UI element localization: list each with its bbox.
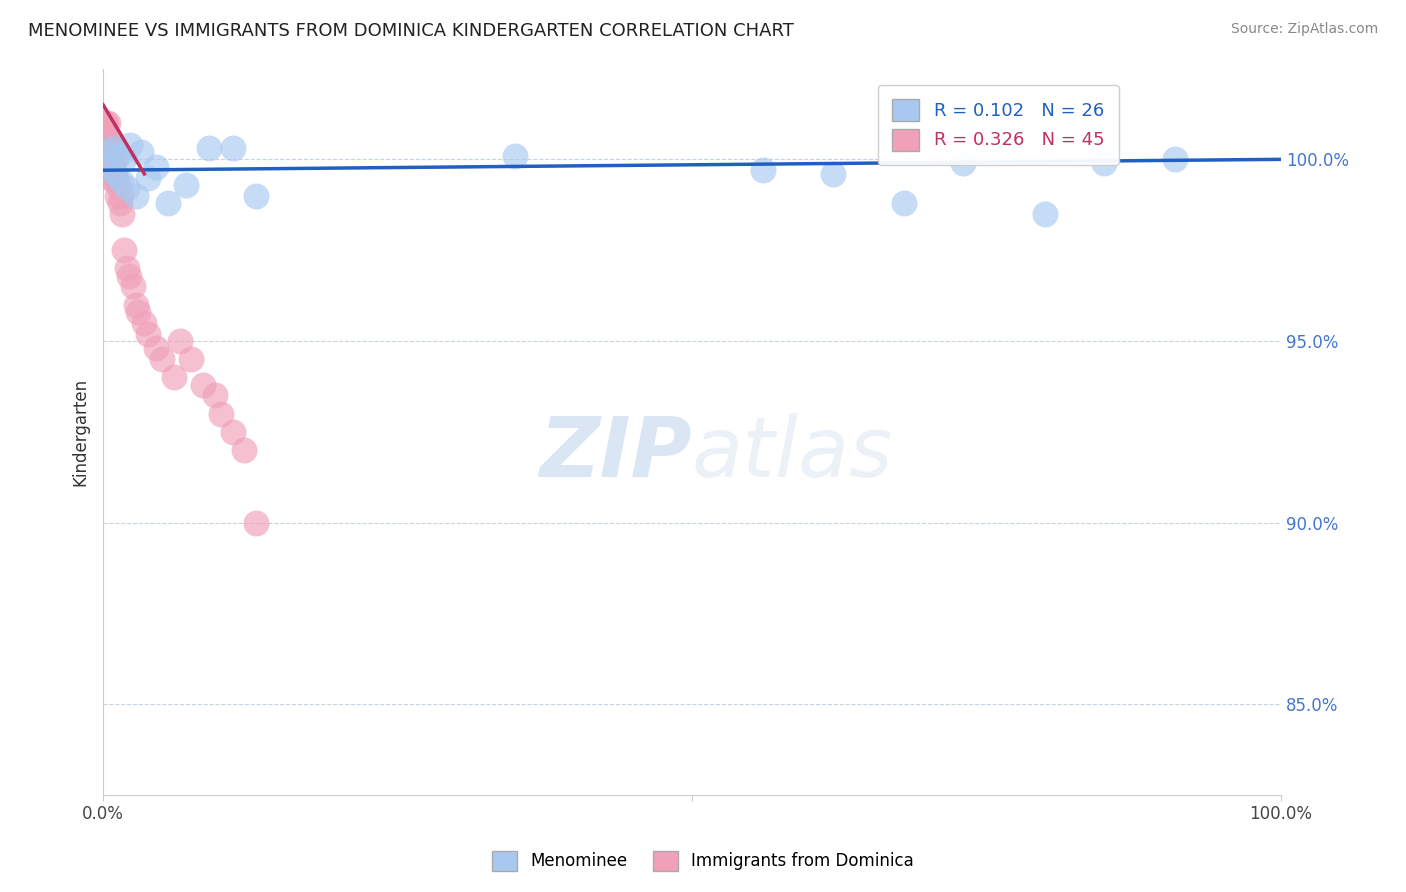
Point xyxy=(100,134,122,148)
Text: MENOMINEE VS IMMIGRANTS FROM DOMINICA KINDERGARTEN CORRELATION CHART: MENOMINEE VS IMMIGRANTS FROM DOMINICA KI… xyxy=(28,22,794,40)
Point xyxy=(98,141,121,155)
Point xyxy=(103,167,125,181)
Point xyxy=(96,134,118,148)
Point xyxy=(101,141,124,155)
Point xyxy=(112,153,135,167)
Text: ZIP: ZIP xyxy=(540,413,692,494)
Point xyxy=(180,352,202,367)
Point xyxy=(94,116,117,130)
Point xyxy=(150,352,173,367)
Point xyxy=(163,370,186,384)
Point xyxy=(104,153,127,167)
Point xyxy=(96,160,118,174)
Point xyxy=(245,188,267,202)
Point xyxy=(134,316,156,330)
Point xyxy=(94,123,117,137)
Point xyxy=(100,153,122,167)
Point xyxy=(245,516,267,530)
Point xyxy=(233,442,256,457)
Point xyxy=(96,145,118,159)
Point xyxy=(221,141,243,155)
Text: atlas: atlas xyxy=(692,413,894,494)
Point xyxy=(118,268,141,283)
Point xyxy=(105,188,128,202)
Point xyxy=(107,178,129,192)
Point xyxy=(952,156,974,170)
Point xyxy=(169,334,191,348)
Point xyxy=(97,116,120,130)
Point xyxy=(103,141,125,155)
Y-axis label: Kindergarten: Kindergarten xyxy=(72,377,89,486)
Point xyxy=(127,305,149,319)
Point xyxy=(104,167,127,181)
Point xyxy=(121,279,143,293)
Point xyxy=(101,160,124,174)
Point xyxy=(112,243,135,257)
Point xyxy=(145,160,167,174)
Point xyxy=(1035,207,1057,221)
Point xyxy=(1092,156,1115,170)
Point xyxy=(115,261,138,276)
Point xyxy=(110,174,132,188)
Point xyxy=(136,326,159,341)
Point xyxy=(156,196,179,211)
Point xyxy=(108,196,131,211)
Point xyxy=(893,196,915,211)
Point xyxy=(107,149,129,163)
Point xyxy=(98,160,121,174)
Point xyxy=(221,425,243,439)
Point xyxy=(204,388,226,402)
Point xyxy=(125,298,148,312)
Point xyxy=(193,377,215,392)
Point xyxy=(101,170,124,185)
Point xyxy=(94,145,117,159)
Point xyxy=(823,167,845,181)
Point xyxy=(93,116,115,130)
Point xyxy=(505,149,527,163)
Point xyxy=(97,153,120,167)
Legend: R = 0.102   N = 26, R = 0.326   N = 45: R = 0.102 N = 26, R = 0.326 N = 45 xyxy=(877,85,1119,165)
Point xyxy=(209,407,232,421)
Point xyxy=(101,145,124,159)
Point xyxy=(120,137,142,152)
Point xyxy=(751,163,773,178)
Point xyxy=(145,341,167,355)
Point xyxy=(125,188,148,202)
Point xyxy=(136,170,159,185)
Point xyxy=(1164,153,1187,167)
Point xyxy=(111,207,134,221)
Point xyxy=(110,188,132,202)
Point xyxy=(174,178,197,192)
Point xyxy=(93,134,115,148)
Point xyxy=(98,170,121,185)
Point xyxy=(198,141,221,155)
Text: Source: ZipAtlas.com: Source: ZipAtlas.com xyxy=(1230,22,1378,37)
Legend: Menominee, Immigrants from Dominica: Menominee, Immigrants from Dominica xyxy=(484,842,922,880)
Point xyxy=(129,145,152,159)
Point xyxy=(98,160,121,174)
Point xyxy=(105,170,128,185)
Point xyxy=(115,181,138,195)
